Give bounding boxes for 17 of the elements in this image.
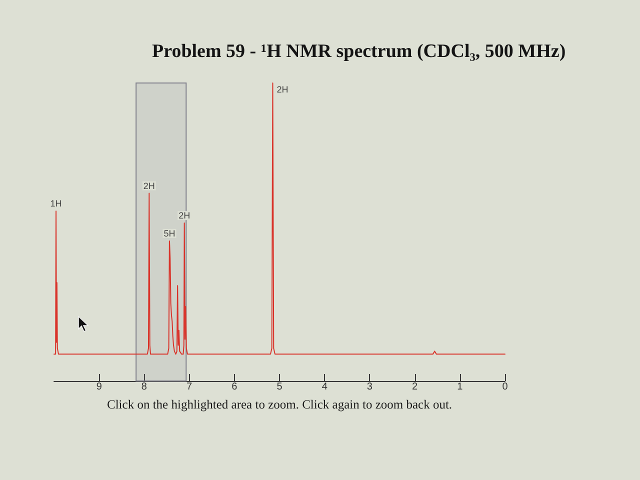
x-tick-label: 5 — [276, 382, 283, 392]
x-tick-label: 2 — [412, 382, 418, 392]
x-tick-label: 7 — [186, 382, 193, 392]
x-tick-label: 4 — [322, 382, 328, 392]
annotation: 2H — [143, 180, 155, 191]
annotation: 2H — [178, 210, 190, 221]
x-tick-label: 9 — [96, 382, 102, 392]
x-tick-label: 6 — [232, 382, 238, 392]
x-tick-label: 3 — [366, 382, 373, 392]
x-tick-label: 8 — [141, 382, 148, 392]
x-tick-label: 0 — [502, 382, 508, 392]
x-tick-label: 1 — [457, 382, 464, 392]
text: Click on the highlighted area to zoom. Click again to zoom back out. — [107, 398, 452, 412]
annotation: 5H — [164, 228, 176, 238]
chart-title: Problem 59 - ¹H NMR spectrum (CDCl₃, 500 MHz) — [152, 41, 566, 62]
annotation: 2H — [276, 84, 288, 94]
annotation: 1H — [50, 198, 62, 209]
